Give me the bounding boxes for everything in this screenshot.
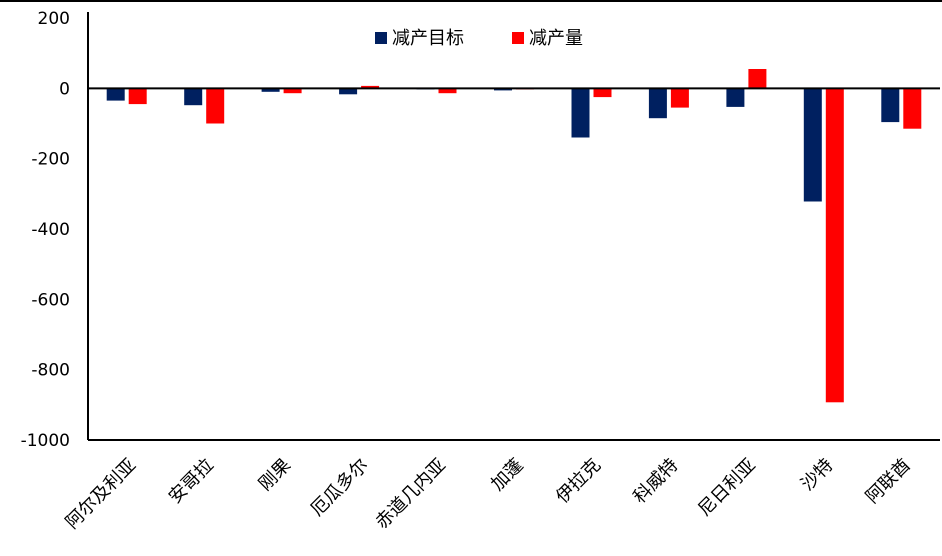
bar-actual-9 [825, 88, 844, 403]
y-tick-label: -1000 [21, 431, 70, 451]
legend-swatch-target [375, 32, 387, 44]
bar-actual-3 [361, 85, 380, 89]
x-category-label: 赤道几内亚 [372, 455, 450, 533]
bars-group [106, 69, 922, 403]
bar-target-2 [261, 88, 280, 92]
bar-actual-1 [206, 88, 225, 124]
bar-actual-2 [283, 88, 302, 94]
bar-target-3 [339, 88, 358, 95]
legend-label-target: 减产目标 [392, 28, 464, 49]
bar-target-8 [726, 88, 745, 107]
bar-target-5 [494, 88, 512, 91]
bar-target-7 [648, 88, 667, 119]
x-category-label: 沙特 [797, 455, 837, 495]
y-tick-label: -400 [31, 220, 70, 240]
x-category-label: 安哥拉 [165, 455, 218, 508]
y-tick-label: -600 [31, 290, 70, 310]
axes-group [87, 12, 940, 441]
y-tick-label: -800 [31, 361, 70, 381]
legend-swatch-actual [512, 32, 524, 44]
bar-actual-7 [670, 88, 689, 108]
x-category-label: 厄瓜多尔 [307, 455, 373, 521]
x-category-label: 科威特 [629, 455, 682, 508]
bar-actual-4 [438, 88, 457, 94]
bar-actual-10 [903, 88, 922, 129]
y-tick-label: 0 [59, 79, 70, 99]
bar-actual-8 [748, 69, 767, 89]
bar-target-6 [571, 88, 590, 138]
bar-actual-6 [593, 88, 612, 98]
legend-label-actual: 减产量 [529, 28, 583, 49]
x-category-label: 阿联酋 [862, 455, 915, 508]
x-category-label: 尼日利亚 [694, 455, 760, 521]
y-tick-label: 200 [38, 9, 70, 29]
y-tick-label: -200 [31, 150, 70, 170]
x-category-label: 加蓬 [487, 455, 527, 495]
bar-target-1 [184, 88, 203, 106]
bar-target-10 [881, 88, 900, 123]
x-category-label: 阿尔及利亚 [62, 455, 140, 533]
bar-target-0 [106, 88, 125, 101]
y-tick-labels: 200 0 -200 -400 -600 -800 -1000 [21, 9, 70, 451]
x-category-label: 刚果 [255, 455, 295, 495]
bar-actual-0 [128, 88, 147, 105]
bar-target-9 [803, 88, 822, 202]
legend: 减产目标 减产量 [375, 28, 583, 49]
x-category-label: 伊拉克 [552, 455, 605, 508]
